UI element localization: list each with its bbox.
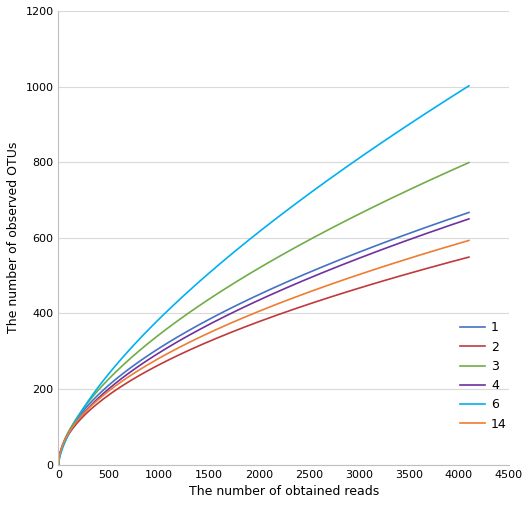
4 xyxy=(277,287,284,293)
Y-axis label: The number of observed OTUs: The number of observed OTUs xyxy=(7,142,20,333)
Line: 14: 14 xyxy=(58,240,469,465)
6 xyxy=(456,89,462,95)
4 xyxy=(299,278,306,284)
14 xyxy=(55,462,61,468)
1 xyxy=(250,294,257,300)
2 xyxy=(299,303,306,309)
1 xyxy=(456,213,462,219)
6 xyxy=(277,212,284,218)
4 xyxy=(250,299,257,306)
2 xyxy=(277,311,284,317)
2 xyxy=(456,257,462,263)
3 xyxy=(277,252,284,259)
1 xyxy=(277,282,284,288)
3 xyxy=(466,160,472,166)
4 xyxy=(466,216,472,222)
Line: 4: 4 xyxy=(58,219,469,465)
1 xyxy=(466,210,472,216)
3 xyxy=(456,164,462,170)
Line: 2: 2 xyxy=(58,257,469,465)
2 xyxy=(250,321,257,327)
14 xyxy=(392,260,398,266)
1 xyxy=(299,272,306,278)
1 xyxy=(55,462,61,468)
Line: 1: 1 xyxy=(58,213,469,465)
14 xyxy=(277,299,284,306)
4 xyxy=(456,219,462,225)
6 xyxy=(392,131,398,137)
14 xyxy=(299,291,306,297)
3 xyxy=(392,193,398,199)
6 xyxy=(299,195,306,201)
1 xyxy=(392,235,398,241)
2 xyxy=(466,254,472,260)
1 xyxy=(253,293,259,299)
X-axis label: The number of obtained reads: The number of obtained reads xyxy=(189,485,379,498)
4 xyxy=(392,242,398,248)
3 xyxy=(250,268,257,274)
4 xyxy=(253,298,259,305)
14 xyxy=(466,237,472,243)
6 xyxy=(250,233,257,239)
2 xyxy=(392,274,398,280)
Line: 6: 6 xyxy=(58,86,469,465)
3 xyxy=(55,462,61,468)
14 xyxy=(456,240,462,246)
6 xyxy=(55,462,61,468)
2 xyxy=(253,320,259,326)
3 xyxy=(299,240,306,246)
3 xyxy=(253,267,259,273)
2 xyxy=(55,462,61,468)
14 xyxy=(253,310,259,316)
Line: 3: 3 xyxy=(58,163,469,465)
4 xyxy=(55,462,61,468)
6 xyxy=(253,231,259,237)
6 xyxy=(466,83,472,89)
14 xyxy=(250,311,257,317)
Legend: 1, 2, 3, 4, 6, 14: 1, 2, 3, 4, 6, 14 xyxy=(455,317,512,436)
